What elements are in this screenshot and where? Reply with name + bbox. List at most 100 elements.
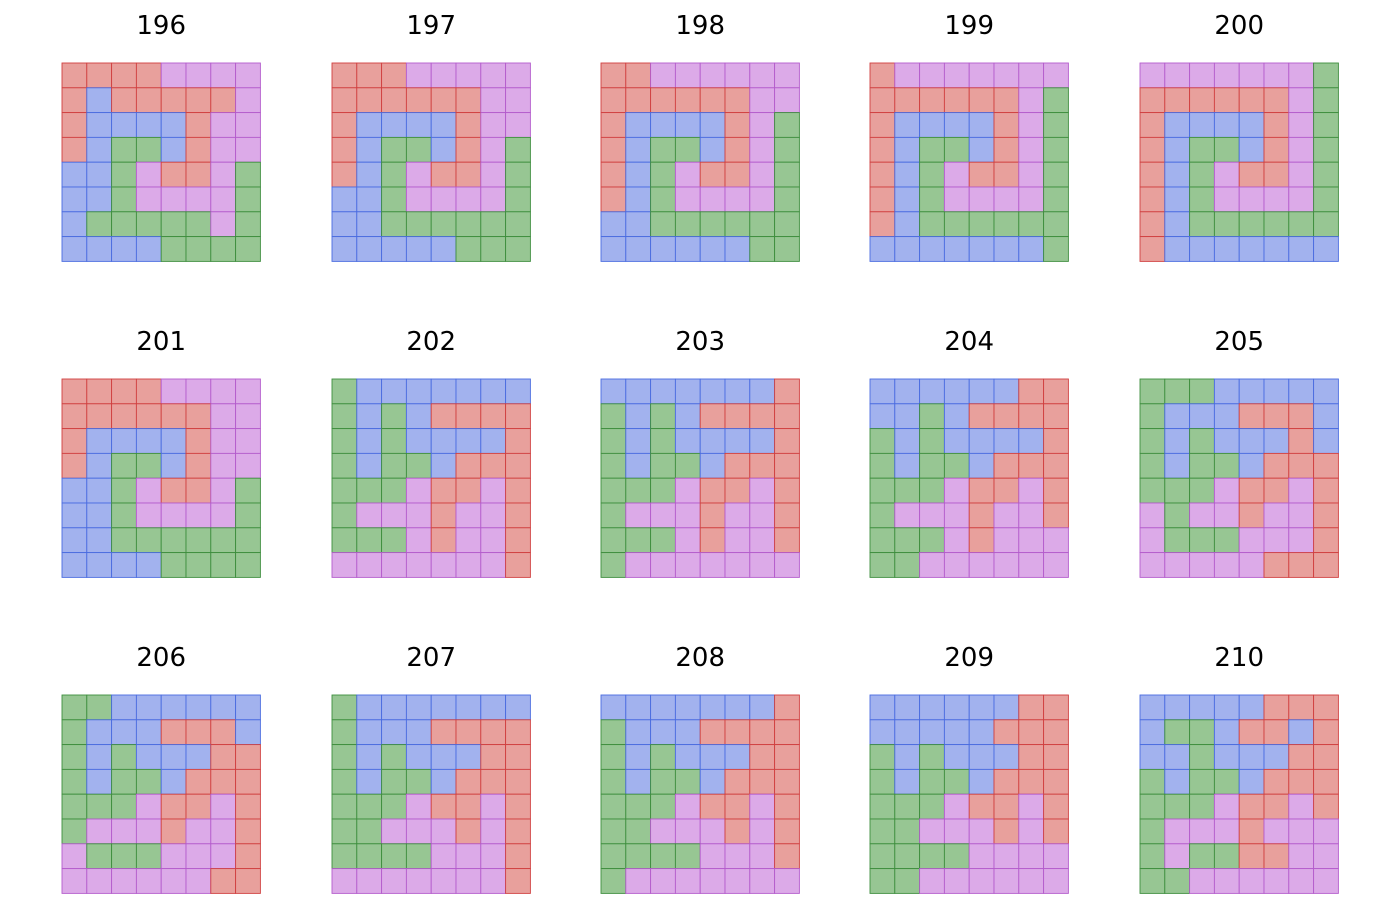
grid-cell (331, 378, 358, 405)
grid-cell (430, 768, 457, 795)
grid-cell (1313, 818, 1339, 845)
grid-cell (1288, 236, 1315, 262)
grid-cell (1018, 768, 1045, 795)
grid-cell (455, 818, 482, 845)
grid-cell (1313, 428, 1339, 454)
grid-cell (210, 62, 237, 89)
grid-cell (480, 477, 507, 504)
grid-cell (894, 236, 921, 262)
grid-cell (160, 87, 187, 114)
grid-cell (1139, 403, 1166, 430)
grid-cell (381, 527, 407, 554)
grid-cell (1238, 694, 1265, 721)
grid-cell (1164, 236, 1191, 262)
grid-cell (505, 552, 531, 578)
grid-cell (331, 136, 358, 163)
grid-cell (674, 793, 701, 820)
grid-cell (1139, 744, 1166, 770)
grid-cell (455, 112, 482, 138)
grid-cell (185, 236, 212, 262)
grid-cell (430, 868, 457, 894)
grid-cell (430, 744, 457, 770)
grid-cell (1263, 161, 1290, 188)
grid-cell (625, 428, 652, 454)
grid-cell (774, 112, 800, 138)
grid-cell (1164, 552, 1191, 578)
grid-cell (650, 161, 676, 188)
grid-cell (968, 112, 995, 138)
grid-cell (381, 768, 407, 795)
grid-cell (135, 236, 162, 262)
grid-cell (61, 694, 88, 721)
grid-cell (1139, 428, 1166, 454)
grid-cell (1263, 793, 1290, 820)
grid-cell (1288, 694, 1315, 721)
grid-cell (674, 428, 701, 454)
grid-cell (86, 87, 113, 114)
grid-cell (919, 403, 945, 430)
grid-cell (356, 452, 383, 479)
grid-cell (1164, 62, 1191, 89)
grid-cell (1018, 428, 1045, 454)
grid-cell (505, 112, 531, 138)
grid-cell (61, 403, 88, 430)
grid-cell (455, 793, 482, 820)
grid-cell (894, 161, 921, 188)
grid-cell (455, 868, 482, 894)
grid-cell (1189, 744, 1215, 770)
grid-cell (724, 112, 751, 138)
grid-cell (600, 136, 627, 163)
grid-cell (356, 744, 383, 770)
grid-cell (235, 428, 261, 454)
grid-cell (724, 136, 751, 163)
tile-grid (869, 378, 1069, 578)
grid-cell (111, 843, 137, 870)
grid-cell (1018, 793, 1045, 820)
grid-cell (919, 236, 945, 262)
grid-cell (1263, 62, 1290, 89)
grid-cell (894, 527, 921, 554)
grid-cell (405, 694, 432, 721)
grid-cell (185, 452, 212, 479)
grid-cell (674, 112, 701, 138)
grid-cell (600, 403, 627, 430)
grid-cell (331, 868, 358, 894)
grid-cell (235, 452, 261, 479)
grid-cell (111, 744, 137, 770)
grid-cell (1043, 236, 1069, 262)
grid-cell (699, 477, 726, 504)
grid-cell (1164, 136, 1191, 163)
grid-cell (381, 843, 407, 870)
grid-cell (1263, 744, 1290, 770)
grid-cell (86, 502, 113, 529)
grid-cell (235, 719, 261, 746)
grid-cell (699, 793, 726, 820)
grid-cell (943, 452, 970, 479)
grid-cell (210, 818, 237, 845)
grid-cell (749, 112, 776, 138)
grid-cell (919, 793, 945, 820)
grid-cell (749, 843, 776, 870)
grid-cell (625, 161, 652, 188)
grid-cell (625, 818, 652, 845)
grid-cell (381, 694, 407, 721)
grid-cell (1164, 378, 1191, 405)
grid-cell (1189, 236, 1215, 262)
grid-cell (185, 502, 212, 529)
grid-cell (430, 818, 457, 845)
grid-cell (749, 236, 776, 262)
grid-cell (235, 378, 261, 405)
grid-cell (699, 452, 726, 479)
grid-cell (381, 719, 407, 746)
grid-cell (185, 403, 212, 430)
grid-cell (480, 694, 507, 721)
grid-cell (674, 378, 701, 405)
grid-cell (1189, 403, 1215, 430)
grid-cell (111, 87, 137, 114)
grid-cell (1164, 186, 1191, 213)
grid-cell (968, 527, 995, 554)
grid-cell (86, 843, 113, 870)
grid-cell (1263, 868, 1290, 894)
grid-cell (111, 502, 137, 529)
grid-cell (1238, 236, 1265, 262)
